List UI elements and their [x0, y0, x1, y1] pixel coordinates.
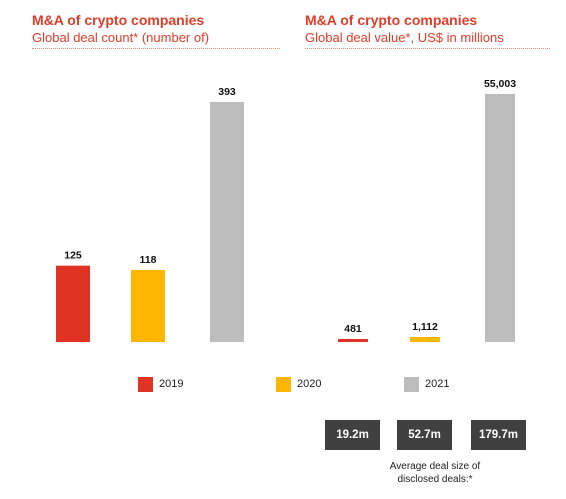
- right-chart-title: M&A of crypto companies: [305, 12, 478, 28]
- chart2-bar-2019: [338, 339, 368, 342]
- legend-label-2020: 2020: [297, 378, 322, 390]
- avg-caption-line-1: Average deal size of: [389, 461, 481, 472]
- legend-item-2019: 2019: [138, 375, 183, 393]
- chart1-value-label-2019: 125: [64, 250, 82, 262]
- avg-deal-size-2020: 52.7m: [397, 420, 452, 450]
- chart2-value-label-2021: 55,003: [484, 78, 516, 90]
- avg-deal-size-2019: 19.2m: [325, 420, 380, 450]
- legend-swatch-2020: [276, 376, 291, 392]
- charts-canvas: 125 118 393 481 1,112 55,003: [56, 78, 516, 342]
- legend-item-2021: 2021: [404, 375, 449, 393]
- avg-caption-line-2: disclosed deals:*: [397, 474, 473, 485]
- chart1-value-label-2021: 393: [218, 86, 236, 98]
- chart1-bar-2021: [210, 102, 244, 342]
- right-chart-header: M&A of crypto companies Global deal valu…: [305, 12, 504, 46]
- legend-label-2019: 2019: [159, 378, 184, 390]
- legend-swatch-2019: [138, 376, 153, 392]
- left-chart-title: M&A of crypto companies: [32, 12, 205, 28]
- chart2-bar-2021: [485, 94, 515, 342]
- left-title-divider: [32, 48, 280, 49]
- legend-swatch-2021: [404, 376, 419, 392]
- avg-deal-size-caption: Average deal size of disclosed deals:*: [360, 460, 510, 486]
- chart1-bar-2019: [56, 265, 90, 342]
- right-title-divider: [305, 48, 550, 49]
- chart1-bar-2020: [131, 269, 165, 342]
- legend-label-2021: 2021: [425, 378, 450, 390]
- chart2-value-label-2020: 1,112: [412, 321, 438, 333]
- chart2-bar-2020: [410, 336, 440, 342]
- chart2-value-label-2019: 481: [344, 323, 362, 335]
- left-chart-header: M&A of crypto companies Global deal coun…: [32, 12, 209, 46]
- avg-deal-size-2021: 179.7m: [471, 420, 526, 450]
- chart1-value-label-2020: 118: [140, 254, 157, 266]
- legend-item-2020: 2020: [276, 375, 321, 393]
- right-chart-subtitle: Global deal value*, US$ in millions: [305, 30, 504, 45]
- left-chart-subtitle: Global deal count* (number of): [32, 30, 210, 45]
